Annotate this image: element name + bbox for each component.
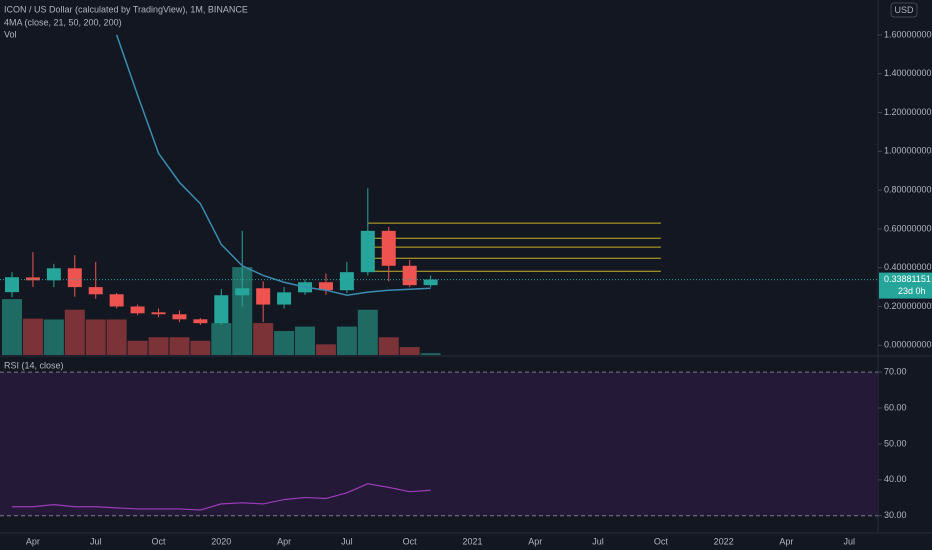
y-tick-label: 1.00000000 <box>884 146 932 156</box>
candle-body <box>235 288 250 296</box>
candle-body <box>46 268 61 281</box>
last-price-box <box>879 272 932 299</box>
indicator-label: 4MA (close, 21, 50, 200, 200) <box>4 17 122 27</box>
candle-body <box>88 287 103 295</box>
x-tick-label: Apr <box>26 536 40 546</box>
marks: 0.00000000 0.20000000 0.40000000 0.60000000… <box>0 29 932 546</box>
x-tick-label: 2022 <box>714 536 734 546</box>
y-tick-label: 0.20000000 <box>884 301 932 311</box>
volume-bar <box>190 340 211 355</box>
volume-bar <box>336 326 357 355</box>
volume-label: Vol <box>4 29 17 39</box>
candle-body <box>256 288 271 305</box>
x-tick-label: Jul <box>90 536 102 546</box>
candle-body <box>402 265 417 286</box>
y-tick-label: 70.00 <box>884 366 907 376</box>
volume-bar <box>274 331 295 355</box>
candle-body <box>25 277 40 281</box>
x-tick-label: Jul <box>341 536 353 546</box>
candle-body <box>423 279 438 286</box>
candle-body <box>381 230 396 266</box>
rsi-title: RSI (14, close) <box>4 360 64 370</box>
candle-body <box>172 314 187 320</box>
volume-bar <box>148 337 169 355</box>
candle-body <box>5 277 19 293</box>
volume-bar <box>211 323 232 355</box>
currency-button[interactable] <box>890 2 918 18</box>
y-tick-label: 0.40000000 <box>884 262 932 272</box>
volume-bar <box>127 340 148 355</box>
volume-bar <box>64 309 85 355</box>
candle-body <box>109 294 124 307</box>
x-tick-label: Apr <box>528 536 542 546</box>
candle-body <box>130 306 145 314</box>
volume-bar <box>315 344 336 355</box>
volume-bar <box>169 337 190 355</box>
volume-bar <box>106 319 127 355</box>
currency-label[interactable]: USD <box>894 5 914 15</box>
volume-bar <box>357 309 378 355</box>
x-tick-label: Jul <box>592 536 604 546</box>
volume-bar <box>22 318 43 355</box>
volume-bar <box>378 337 399 355</box>
volume-bar <box>43 319 64 355</box>
volume-bar <box>253 323 274 355</box>
x-tick-label: Oct <box>152 536 167 546</box>
y-tick-label: 0.00000000 <box>884 340 932 350</box>
y-tick-label: 1.20000000 <box>884 107 932 117</box>
candle-body <box>214 295 229 324</box>
ma-line <box>115 34 431 297</box>
y-tick-label: 1.60000000 <box>884 29 932 39</box>
chart-title: ICON / US Dollar (calculated by TradingV… <box>4 4 248 14</box>
x-tick-label: Oct <box>654 536 669 546</box>
candle-body <box>193 319 208 324</box>
rsi-line <box>12 483 431 511</box>
x-tick-label: Oct <box>403 536 418 546</box>
y-tick-label: 60.00 <box>884 402 907 412</box>
y-tick-label: 50.00 <box>884 438 907 448</box>
countdown-label: 23d 0h <box>898 286 926 296</box>
y-tick-label: 30.00 <box>884 510 907 520</box>
volume-bar <box>399 347 420 355</box>
volume-bar <box>85 319 106 355</box>
x-tick-label: 2021 <box>462 536 482 546</box>
volume-bar <box>2 299 22 355</box>
y-tick-label: 0.60000000 <box>884 223 932 233</box>
x-tick-label: Apr <box>277 536 291 546</box>
candle-body <box>318 282 333 291</box>
last-price-label: 0.33881151 <box>884 274 931 284</box>
rsi-band <box>0 372 878 516</box>
volume-bar <box>420 353 441 355</box>
candle-body <box>67 268 82 288</box>
candle-body <box>339 272 354 291</box>
volume-bar <box>295 326 316 355</box>
candle-body <box>277 292 292 305</box>
y-tick-label: 1.40000000 <box>884 68 932 78</box>
y-tick-label: 40.00 <box>884 474 907 484</box>
x-tick-label: Jul <box>843 536 855 546</box>
x-tick-label: 2020 <box>211 536 231 546</box>
candle-body <box>360 230 375 273</box>
x-tick-label: Apr <box>779 536 793 546</box>
y-tick-label: 0.80000000 <box>884 184 932 194</box>
candle-body <box>151 312 166 315</box>
